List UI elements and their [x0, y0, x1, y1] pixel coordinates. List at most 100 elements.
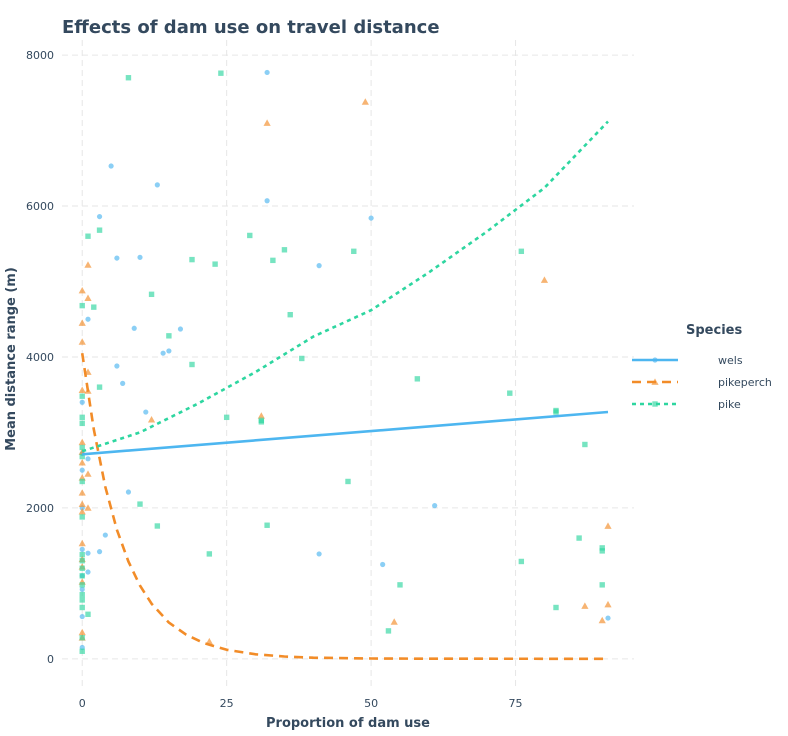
wels-point — [96, 549, 103, 555]
x-tick-label: 0 — [79, 697, 86, 710]
legend-label-pikeperch: pikeperch — [718, 376, 772, 389]
legend-marker-pike — [652, 401, 658, 407]
pike-point — [553, 409, 559, 415]
wels-point — [143, 409, 149, 415]
pikeperch-point — [540, 276, 549, 283]
pike-point — [270, 257, 276, 264]
pike-point — [385, 628, 392, 634]
pike-point — [189, 361, 195, 368]
pikeperch-point — [78, 438, 86, 446]
pike-point — [91, 304, 97, 310]
wels-point — [316, 551, 322, 557]
pikeperch-point — [263, 119, 271, 126]
pike-point — [264, 522, 270, 528]
pike-point — [79, 393, 85, 399]
pike-point — [507, 390, 513, 396]
pikeperch-point — [84, 261, 92, 268]
y-tick-label: 2000 — [26, 502, 54, 515]
pikeperch-point — [78, 386, 86, 394]
pike-point — [299, 355, 305, 362]
series-pikeperch-points — [78, 98, 612, 645]
wels-point — [85, 316, 91, 322]
wels-point — [85, 456, 91, 462]
wels-point — [114, 255, 120, 261]
pikeperch-point — [78, 338, 86, 345]
wels-point — [432, 503, 438, 509]
wels-point — [605, 615, 611, 621]
pikeperch-point — [84, 470, 92, 477]
legend: Species wels pikeperch pike — [632, 323, 772, 411]
fit-lines — [80, 120, 609, 661]
legend-marker-pikeperch — [651, 378, 659, 385]
wels-point — [79, 613, 85, 620]
pike-point — [79, 558, 85, 564]
x-tick-label: 25 — [220, 697, 234, 710]
pike-point — [125, 75, 132, 81]
pike-point — [582, 441, 588, 448]
pike-point — [599, 582, 605, 588]
wels-point — [137, 254, 143, 260]
pike-point — [85, 233, 91, 239]
wels-point — [316, 263, 322, 269]
pikeperch-point — [78, 459, 86, 466]
pikeperch-point — [604, 522, 612, 529]
x-tick-labels: 0 25 50 75 — [79, 697, 523, 710]
pike-point — [79, 597, 85, 603]
series-pike-points — [79, 70, 605, 654]
pike-point — [79, 634, 85, 641]
pikeperch-point — [84, 504, 92, 511]
pike-point — [79, 514, 85, 520]
pike-point — [96, 384, 103, 390]
pike-point — [351, 248, 357, 255]
pikeperch-point — [147, 415, 156, 423]
wels-point — [79, 546, 85, 552]
pike-point — [79, 444, 85, 451]
pike-point — [154, 523, 161, 529]
pike-point — [148, 291, 155, 298]
wels-point — [114, 363, 120, 369]
pike-point — [79, 414, 85, 421]
wels-point — [85, 550, 91, 556]
wels-point — [160, 350, 166, 356]
pike-point — [212, 261, 218, 267]
y-tick-label: 6000 — [26, 200, 54, 213]
pikeperch-point — [361, 98, 369, 105]
pike-point — [79, 582, 85, 588]
pike-point — [576, 535, 582, 541]
pikeperch-fit-line — [80, 353, 609, 661]
data-points — [78, 69, 612, 654]
pike-point — [79, 453, 85, 460]
wels-point — [264, 198, 270, 204]
pike-point — [79, 420, 85, 427]
pike-point — [79, 591, 85, 598]
pike-point — [518, 558, 525, 565]
wels-point — [79, 399, 85, 405]
pikeperch-point — [581, 602, 589, 609]
y-tick-labels: 0 2000 4000 6000 8000 — [26, 49, 54, 666]
wels-point — [102, 532, 108, 538]
pikeperch-point — [205, 637, 213, 645]
y-tick-label: 4000 — [26, 351, 54, 364]
wels-point — [79, 586, 85, 592]
pike-point — [166, 333, 172, 339]
pike-point — [397, 582, 403, 588]
pike-point — [553, 604, 559, 611]
x-tick-label: 75 — [509, 697, 523, 710]
wels-point — [368, 215, 374, 221]
pike-point — [79, 565, 85, 571]
legend-marker-wels — [652, 357, 658, 363]
pike-point — [414, 376, 421, 382]
wels-point — [131, 325, 137, 331]
chart-title: Effects of dam use on travel distance — [62, 17, 440, 38]
pike-point — [287, 311, 293, 318]
y-tick-label: 8000 — [26, 49, 54, 62]
series-wels-points — [79, 69, 611, 651]
pikeperch-point — [78, 489, 86, 496]
wels-point — [380, 561, 386, 568]
wels-point — [120, 380, 126, 386]
legend-label-pike: pike — [718, 398, 741, 411]
pikeperch-point — [604, 600, 612, 608]
wels-point — [264, 69, 270, 76]
wels-point — [177, 326, 184, 332]
